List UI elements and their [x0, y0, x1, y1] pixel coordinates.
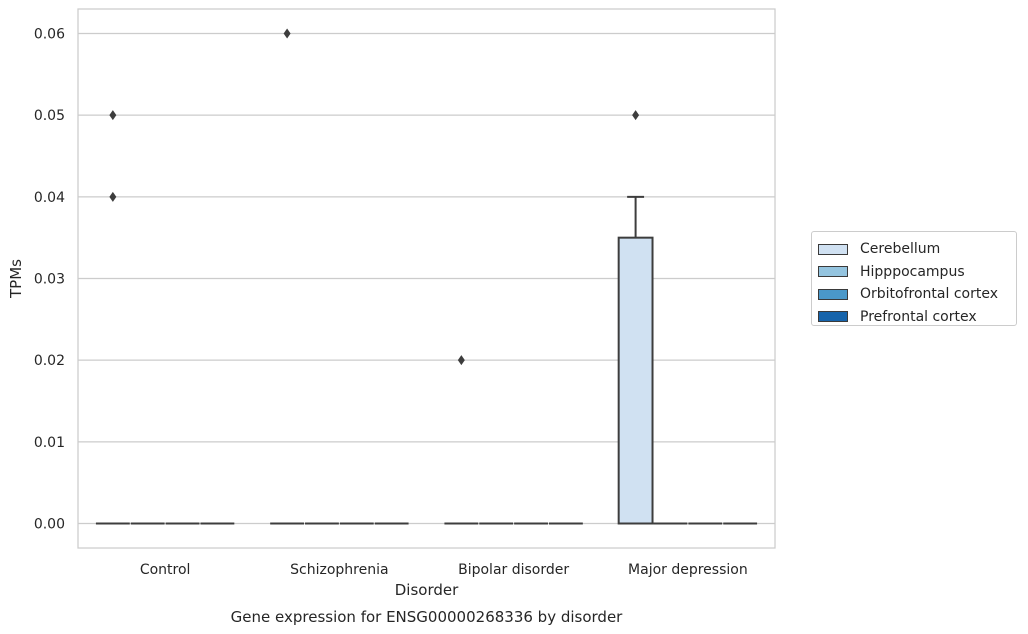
- legend-label: Cerebellum: [860, 241, 941, 258]
- legend-swatch: [818, 288, 848, 300]
- x-tick-label: Control: [140, 562, 191, 578]
- outlier-point: [457, 355, 465, 366]
- box-cerebellum: [95, 110, 130, 525]
- x-tick-label: Bipolar disorder: [458, 562, 569, 578]
- y-tick-label: 0.06: [34, 27, 65, 43]
- y-tick-label: 0.01: [34, 435, 65, 451]
- legend-item: Orbitofrontal cortex: [818, 283, 1016, 306]
- chart-marks: [95, 28, 758, 525]
- legend-item: Cerebellum: [818, 238, 1016, 261]
- grid-lines: [78, 32, 775, 525]
- legend-item: Prefrontal cortex: [818, 306, 1016, 329]
- y-tick-labels: 0.00 0.01 0.02 0.03 0.04 0.05 0.06: [34, 27, 65, 533]
- y-tick-label: 0.00: [34, 517, 65, 533]
- outlier-point: [283, 28, 291, 39]
- legend-swatch: [818, 266, 848, 278]
- x-tick-label: Major depression: [628, 562, 748, 578]
- outlier-point: [109, 191, 117, 202]
- outlier-point: [632, 110, 640, 121]
- box-cerebellum: [270, 28, 305, 525]
- box: [617, 236, 654, 525]
- legend-label: Orbitofrontal cortex: [860, 286, 998, 303]
- plot-frame: [77, 8, 776, 549]
- y-tick-label: 0.04: [34, 190, 65, 206]
- x-tick-label: Schizophrenia: [290, 562, 388, 578]
- legend: Cerebellum Hipppocampus Orbitofrontal cort…: [811, 231, 1017, 326]
- box-cerebellum: [444, 355, 479, 525]
- y-axis-label: TPMs: [7, 259, 25, 299]
- y-tick-label: 0.05: [34, 108, 65, 124]
- legend-label: Hipppocampus: [860, 263, 965, 280]
- x-tick-labels: Control Schizophrenia Bipolar disorder Majo…: [140, 562, 748, 578]
- legend-swatch: [818, 243, 848, 255]
- x-axis-label: Disorder: [395, 581, 459, 599]
- box-cerebellum: [617, 110, 654, 525]
- y-tick-label: 0.03: [34, 272, 65, 288]
- outlier-point: [109, 110, 117, 121]
- legend-swatch: [818, 311, 848, 323]
- y-tick-label: 0.02: [34, 353, 65, 369]
- chart-caption: Gene expression for ENSG00000268336 by d…: [231, 608, 624, 626]
- legend-item: Hipppocampus: [818, 261, 1016, 284]
- legend-label: Prefrontal cortex: [860, 308, 977, 325]
